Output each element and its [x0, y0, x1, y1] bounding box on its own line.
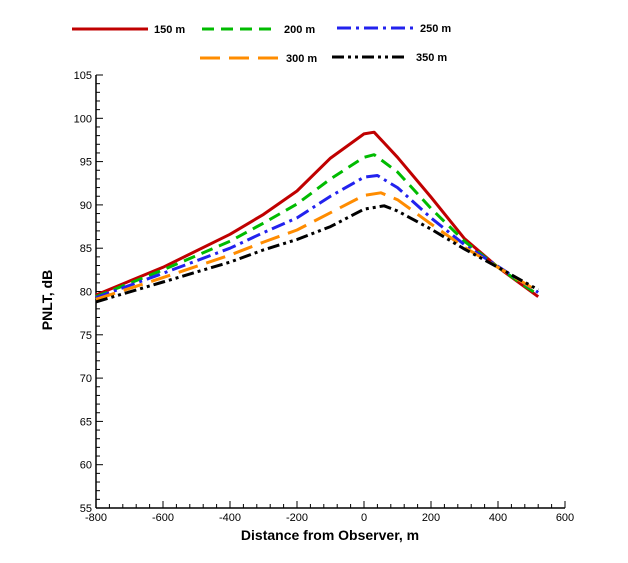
x-tick-label: 200	[422, 512, 440, 524]
x-axis-ticks: -800 -600 -400 -200 0 200 400 600	[85, 501, 574, 524]
y-tick-label: 55	[80, 503, 92, 515]
x-axis-title: Distance from Observer, m	[241, 527, 419, 543]
x-tick-label: -200	[286, 512, 308, 524]
y-tick-label: 60	[80, 460, 92, 472]
y-tick-label: 85	[80, 243, 92, 255]
x-tick-label: 0	[361, 512, 367, 524]
y-tick-label: 90	[80, 200, 92, 212]
y-axis-ticks: 55 60 65 70 75 80 85 90 95 100 105	[74, 70, 103, 515]
series-line-5	[95, 204, 539, 304]
y-tick-label: 80	[80, 287, 92, 299]
y-tick-label: 105	[74, 70, 92, 82]
legend-label: 200 m	[284, 24, 315, 36]
y-tick-label: 95	[80, 157, 92, 169]
y-tick-label: 75	[80, 330, 92, 342]
legend-label: 300 m	[286, 53, 317, 65]
y-tick-label: 100	[74, 113, 92, 125]
x-tick-label: -600	[152, 512, 174, 524]
x-tick-label: 600	[556, 512, 574, 524]
x-tick-label: -400	[219, 512, 241, 524]
plot-area: -800 -600 -400 -200 0 200 400 600 55 60 65 70 75 80 8…	[74, 70, 575, 524]
series-lines	[95, 130, 540, 304]
legend-label: 350 m	[416, 52, 447, 64]
legend-label: 150 m	[154, 24, 185, 36]
legend-label: 250 m	[420, 23, 451, 35]
legend: 150 m 200 m 250 m 300 m 350 m	[72, 23, 451, 65]
series-line-1	[95, 130, 540, 298]
y-axis-title: PNLT, dB	[39, 270, 55, 330]
y-tick-label: 70	[80, 373, 92, 385]
x-tick-label: 400	[489, 512, 507, 524]
series-line-2	[95, 153, 540, 299]
y-tick-label: 65	[80, 416, 92, 428]
x-tick-label: -800	[85, 512, 107, 524]
series-line-3	[95, 174, 540, 300]
